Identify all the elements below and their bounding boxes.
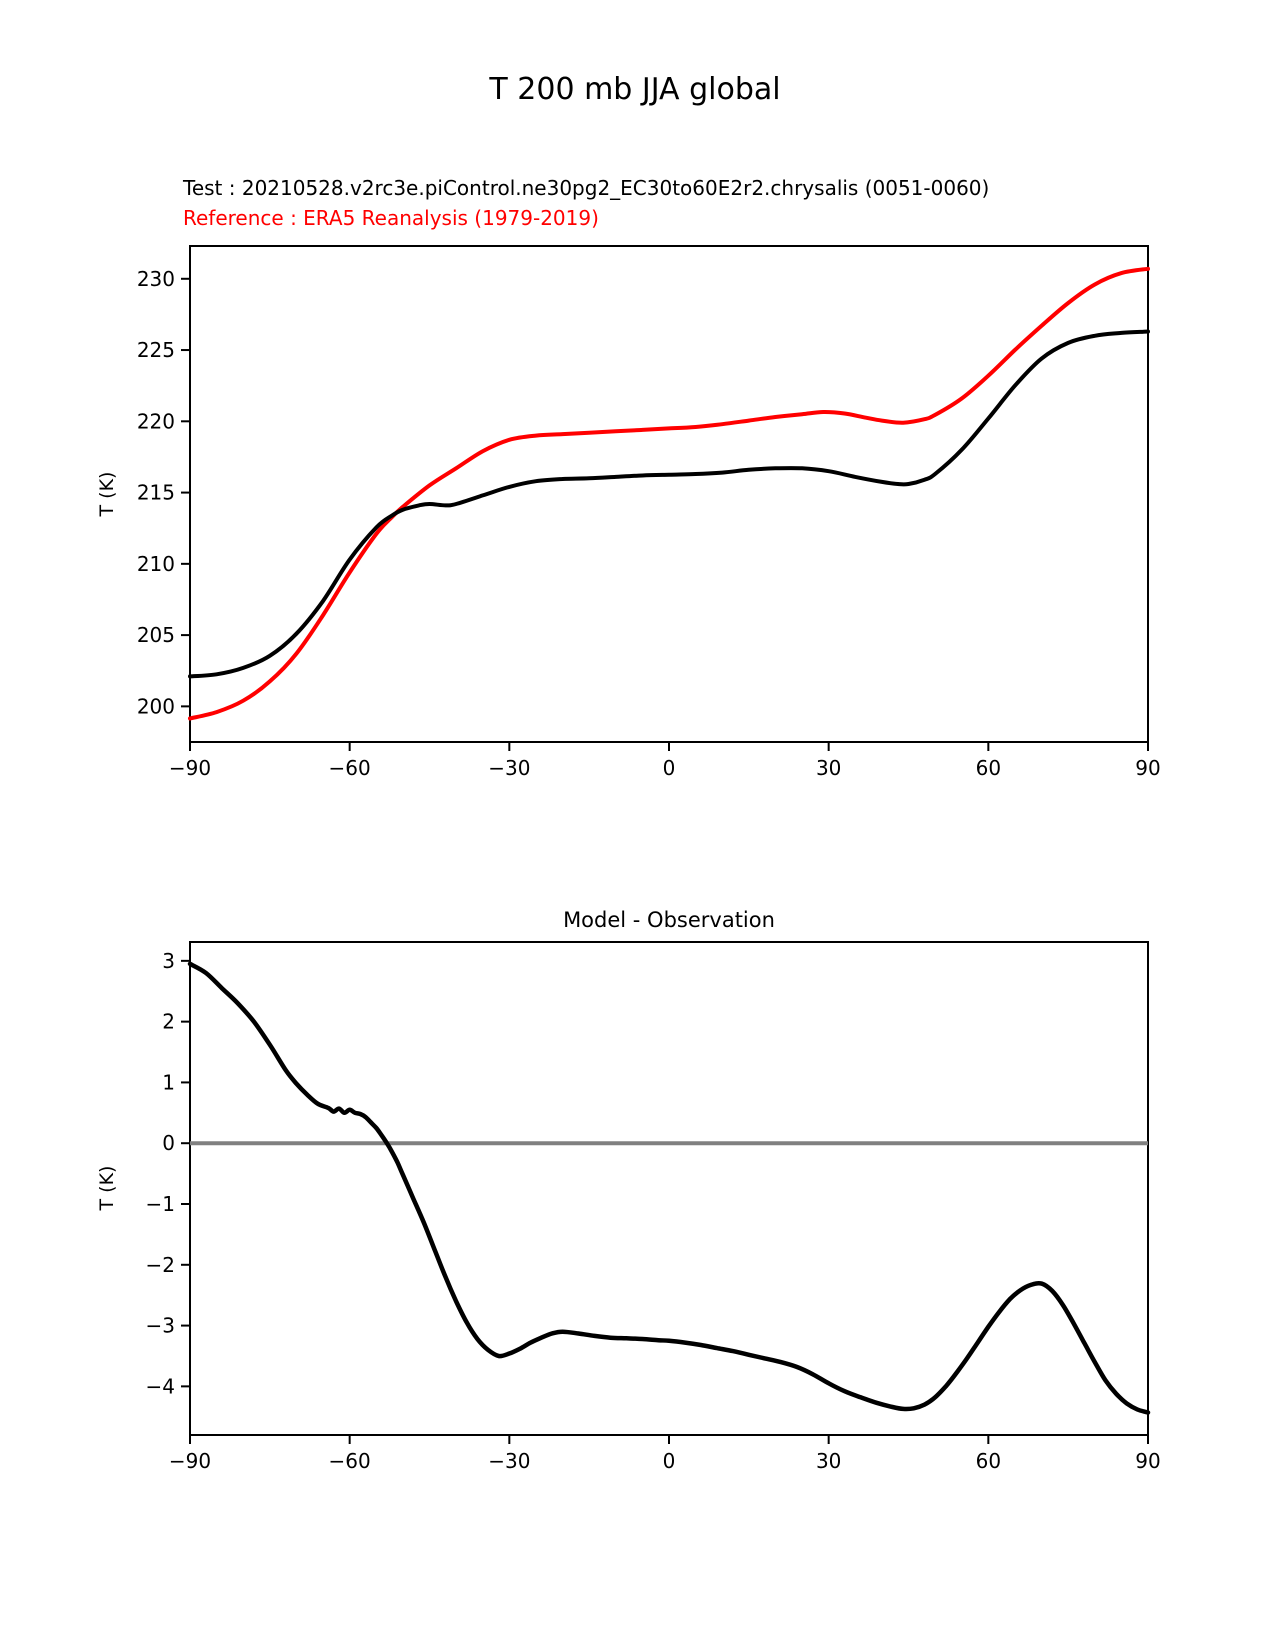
y-tick-label: 210: [137, 552, 175, 576]
y-tick-label: 0: [162, 1131, 175, 1155]
bottom-plot-y-axis-label: T (K): [96, 1165, 118, 1211]
y-tick-label: 200: [137, 694, 175, 718]
x-tick-label: 90: [1135, 1449, 1160, 1473]
test-curve: [188, 329, 1150, 679]
test-label: Test : 20210528.v2rc3e.piControl.ne30pg2…: [183, 176, 990, 200]
x-tick-label: 90: [1135, 756, 1160, 780]
reference-label: Reference : ERA5 Reanalysis (1979-2019): [183, 206, 599, 230]
x-tick-label: 60: [976, 1449, 1001, 1473]
y-tick-label: −4: [146, 1374, 175, 1398]
y-tick-label: −2: [146, 1253, 175, 1277]
y-tick-label: 205: [137, 623, 175, 647]
y-tick-label: −3: [146, 1314, 175, 1338]
bottom-plot-title: Model - Observation: [563, 908, 775, 932]
top-plot-frame: [189, 245, 1149, 743]
x-tick-label: 30: [816, 756, 841, 780]
y-tick-label: 215: [137, 481, 175, 505]
x-tick-label: −60: [329, 1449, 371, 1473]
top-plot-y-axis-label: T (K): [96, 471, 118, 517]
top-plot-x-ticks: −90 −60 −30 0 30 60 90: [169, 742, 1161, 780]
reference-curve: [188, 266, 1150, 721]
y-tick-label: 230: [137, 267, 175, 291]
bottom-plot-x-ticks: −90 −60 −30 0 30 60 90: [169, 1435, 1161, 1473]
y-tick-label: −1: [146, 1192, 175, 1216]
x-tick-label: 60: [976, 756, 1001, 780]
x-tick-label: −90: [169, 756, 211, 780]
y-tick-label: 220: [137, 409, 175, 433]
x-tick-label: 30: [816, 1449, 841, 1473]
bottom-plot-y-ticks: 3 2 1 0 −1 −2 −3 −4: [146, 949, 190, 1398]
top-plot-y-ticks: 200 205 210 215 220 225 230: [137, 267, 190, 718]
x-tick-label: −30: [488, 1449, 530, 1473]
top-plot: −90 −60 −30 0 30 60 90 200 205 210 215 220 225 230: [137, 245, 1161, 780]
x-tick-label: 0: [663, 1449, 676, 1473]
x-tick-label: 0: [663, 756, 676, 780]
x-tick-label: −30: [488, 756, 530, 780]
y-tick-label: 3: [162, 949, 175, 973]
x-tick-label: −90: [169, 1449, 211, 1473]
bottom-plot-frame: [189, 941, 1149, 1436]
y-tick-label: 225: [137, 338, 175, 362]
x-tick-label: −60: [329, 756, 371, 780]
figure-title: T 200 mb JJA global: [489, 72, 781, 107]
y-tick-label: 2: [162, 1010, 175, 1034]
diff-curve: [187, 961, 1151, 1415]
bottom-plot: −90 −60 −30 0 30 60 90 3 2 1 0 −1 −2 −3 −4: [146, 941, 1161, 1473]
y-tick-label: 1: [162, 1070, 175, 1094]
